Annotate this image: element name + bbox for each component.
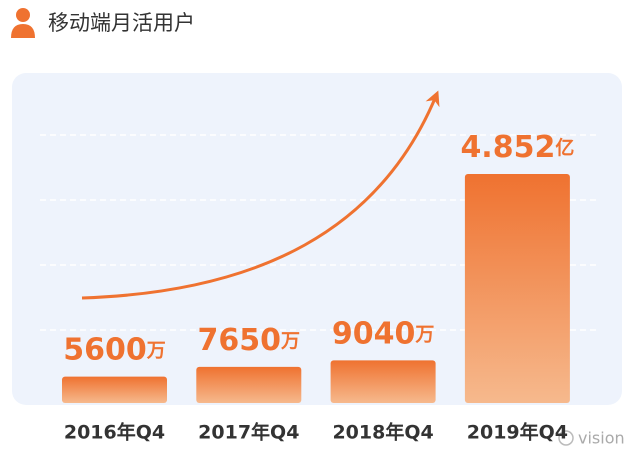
x-tick-label: 2018年Q4 (332, 421, 433, 444)
x-tick-label: 2017年Q4 (198, 421, 299, 444)
bar (62, 376, 167, 403)
bar (464, 174, 570, 403)
x-tick-label: 2019年Q4 (467, 421, 568, 444)
value-label: 7650万 (198, 322, 301, 357)
bar (196, 366, 302, 403)
title: 移动端月活用户 (48, 11, 195, 35)
trend-arrow (81, 90, 440, 300)
watermark-text: vision (578, 429, 625, 448)
x-tick-label: 2016年Q4 (64, 421, 165, 444)
bar (330, 360, 436, 403)
watermark: vision (558, 429, 625, 448)
value-label: 5600万 (63, 332, 166, 367)
grid (40, 134, 600, 331)
value-label: 9040万 (332, 316, 435, 351)
title-icon (11, 8, 35, 38)
value-label: 4.852亿 (460, 130, 574, 165)
